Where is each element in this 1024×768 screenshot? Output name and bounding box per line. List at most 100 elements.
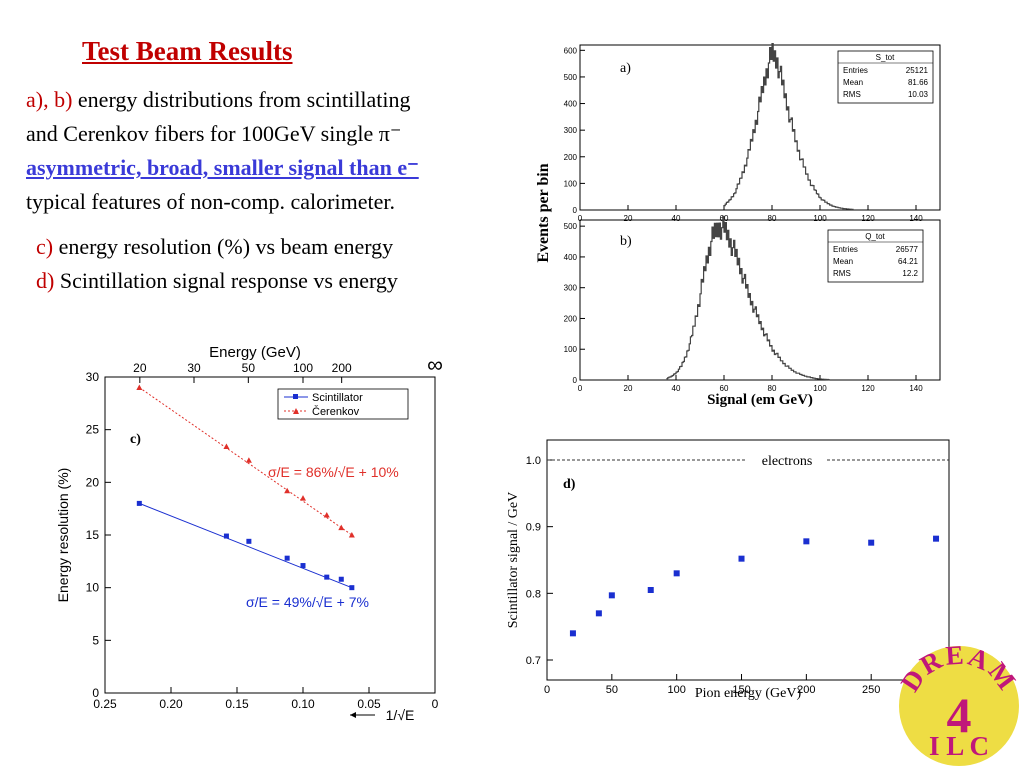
- logo-ilc-text: I L C: [929, 731, 989, 761]
- frame-b: [579, 219, 941, 381]
- y-tick-label: 30: [86, 370, 100, 384]
- x-tick-label: 0.10: [291, 697, 315, 711]
- label-ab: a), b): [26, 87, 73, 112]
- logo-disc: [899, 646, 1019, 766]
- xlabel-d: Pion energy (GeV): [695, 686, 802, 701]
- top-tick-label: 50: [242, 361, 256, 375]
- stats-entries-b: 26577: [896, 245, 919, 254]
- y-tick-label: 0: [573, 206, 578, 215]
- panel-label-c: c): [130, 432, 141, 447]
- ylabel-ab: Events per bin: [535, 163, 552, 262]
- y-tick-label: 15: [86, 528, 100, 542]
- data-point-scintillator: [223, 533, 229, 539]
- data-point-cerenkov: [223, 443, 230, 450]
- series-line-cerenkov: [139, 387, 353, 536]
- top-tick-label: 20: [133, 361, 147, 375]
- response-chart-d: 0 50 100 150 200 250 0.7 0.8 0.9 1.0 Scintillator…: [506, 439, 950, 701]
- y-tick-label: 200: [564, 153, 578, 162]
- x-tick-label: 0.25: [93, 697, 117, 711]
- text-line-d: d) Scintillation signal response vs ener…: [36, 268, 398, 294]
- slide-title: Test Beam Results: [82, 36, 293, 66]
- data-point-cerenkov: [300, 495, 306, 501]
- x-tick-label: 50: [606, 684, 618, 696]
- data-point-cerenkov: [323, 511, 330, 518]
- data-point-cerenkov: [348, 532, 355, 538]
- x-tick-label: 20: [624, 214, 633, 223]
- x-tick-label: 100: [667, 684, 685, 696]
- svg-text:Entries: Entries: [843, 66, 868, 75]
- y-tick-label: 400: [564, 253, 578, 262]
- y-tick-label: 0: [573, 376, 578, 385]
- stats-rms-b: 12.2: [902, 269, 918, 278]
- y-tick-label: 0: [92, 686, 99, 700]
- stats-entries-a: 25121: [906, 66, 929, 75]
- fit-scintillator: σ/E = 49%/√E + 7%: [246, 594, 369, 610]
- x-tick-label: 20: [624, 384, 633, 393]
- x-tick-label: 120: [861, 384, 875, 393]
- data-point-scintillator: [136, 500, 142, 506]
- data-point-scintillator: [284, 555, 290, 561]
- plot-area-c: [136, 384, 355, 591]
- data-point: [738, 555, 745, 562]
- panel-label-a: a): [620, 61, 631, 76]
- top-tick-label: ∞: [427, 352, 443, 377]
- x-tick-label: 40: [672, 214, 681, 223]
- y-tick-label: 25: [86, 423, 100, 437]
- y-tick-label: 300: [564, 126, 578, 135]
- x-tick-label: 250: [862, 684, 880, 696]
- stats-mean-b: 64.21: [898, 257, 919, 266]
- y-tick-label: 100: [564, 345, 578, 354]
- xlabel-c: 1/√E: [386, 707, 415, 723]
- top-tick-label: 30: [187, 361, 201, 375]
- x-tick-label: 40: [672, 384, 681, 393]
- legend-c: Scintillator Čerenkov: [277, 388, 409, 420]
- svg-text:Mean: Mean: [843, 78, 863, 87]
- x-tick-label: 140: [909, 214, 923, 223]
- x-tick-label: 0: [578, 214, 583, 223]
- x-tick-label: 100: [813, 214, 827, 223]
- x-tick-label: 140: [909, 384, 923, 393]
- text-line-asymmetric: asymmetric, broad, smaller signal than e…: [26, 155, 419, 180]
- y-tick-label: 0.8: [526, 588, 541, 600]
- histogram-a: [724, 43, 854, 210]
- x-tick-label: 0: [432, 697, 439, 711]
- y-tick-label: 600: [564, 46, 578, 55]
- text-ab: energy distributions from scintillating: [72, 87, 411, 112]
- text-line-c: c) energy resolution (%) vs beam energy: [36, 234, 393, 260]
- y-tick-label: 400: [564, 100, 578, 109]
- plot-area-d: electrons: [547, 454, 949, 637]
- label-c: c): [36, 234, 54, 259]
- logo-number: 4: [947, 687, 972, 743]
- text-c: energy resolution (%) vs beam energy: [53, 234, 394, 259]
- ylabel-d: Scintillator signal / GeV: [506, 492, 521, 628]
- ylabel-c: Energy resolution (%): [55, 468, 71, 603]
- svg-text:RMS: RMS: [843, 90, 861, 99]
- x-tick-label: 0: [578, 384, 583, 393]
- y-tick-label: 10: [86, 581, 100, 595]
- ticks-b: 0 20 40 60 80 100 120 140 0 100 200 300 400 500: [564, 222, 924, 393]
- data-point: [647, 587, 654, 593]
- x-tick-label: 0.20: [159, 697, 183, 711]
- resolution-chart-c: Energy (GeV) 0.25 0.20 0.15 0.10 0.05 0 0 5 10 15…: [55, 344, 443, 723]
- panel-label-b: b): [620, 234, 632, 249]
- top-tick-label: 200: [332, 361, 352, 375]
- stats-title-a: S_tot: [876, 53, 895, 62]
- xlabel-arrowhead: [350, 712, 356, 718]
- data-point-cerenkov: [245, 457, 252, 463]
- svg-text:Mean: Mean: [833, 257, 853, 266]
- data-point-cerenkov: [136, 384, 143, 391]
- fit-cerenkov: σ/E = 86%/√E + 10%: [268, 464, 399, 480]
- text-d: Scintillation signal response vs energy: [54, 268, 398, 293]
- axes-d: 0 50 100 150 200 250 0.7 0.8 0.9 1.0: [526, 455, 881, 696]
- data-point-scintillator: [324, 574, 330, 580]
- x-tick-label: 80: [768, 384, 777, 393]
- y-tick-label: 200: [564, 314, 578, 323]
- frame-d: [546, 439, 950, 681]
- histogram-panel-ab: Events per bin 0 20 40 60 80 100 120 1400100200…: [535, 43, 941, 408]
- x-tick-label: 0.15: [225, 697, 249, 711]
- y-tick-label: 0.7: [526, 655, 541, 667]
- stats-mean-a: 81.66: [908, 78, 929, 87]
- x-tick-label: 100: [813, 384, 827, 393]
- x-tick-label: 200: [797, 684, 815, 696]
- top-axis-label-c: Energy (GeV): [209, 344, 301, 361]
